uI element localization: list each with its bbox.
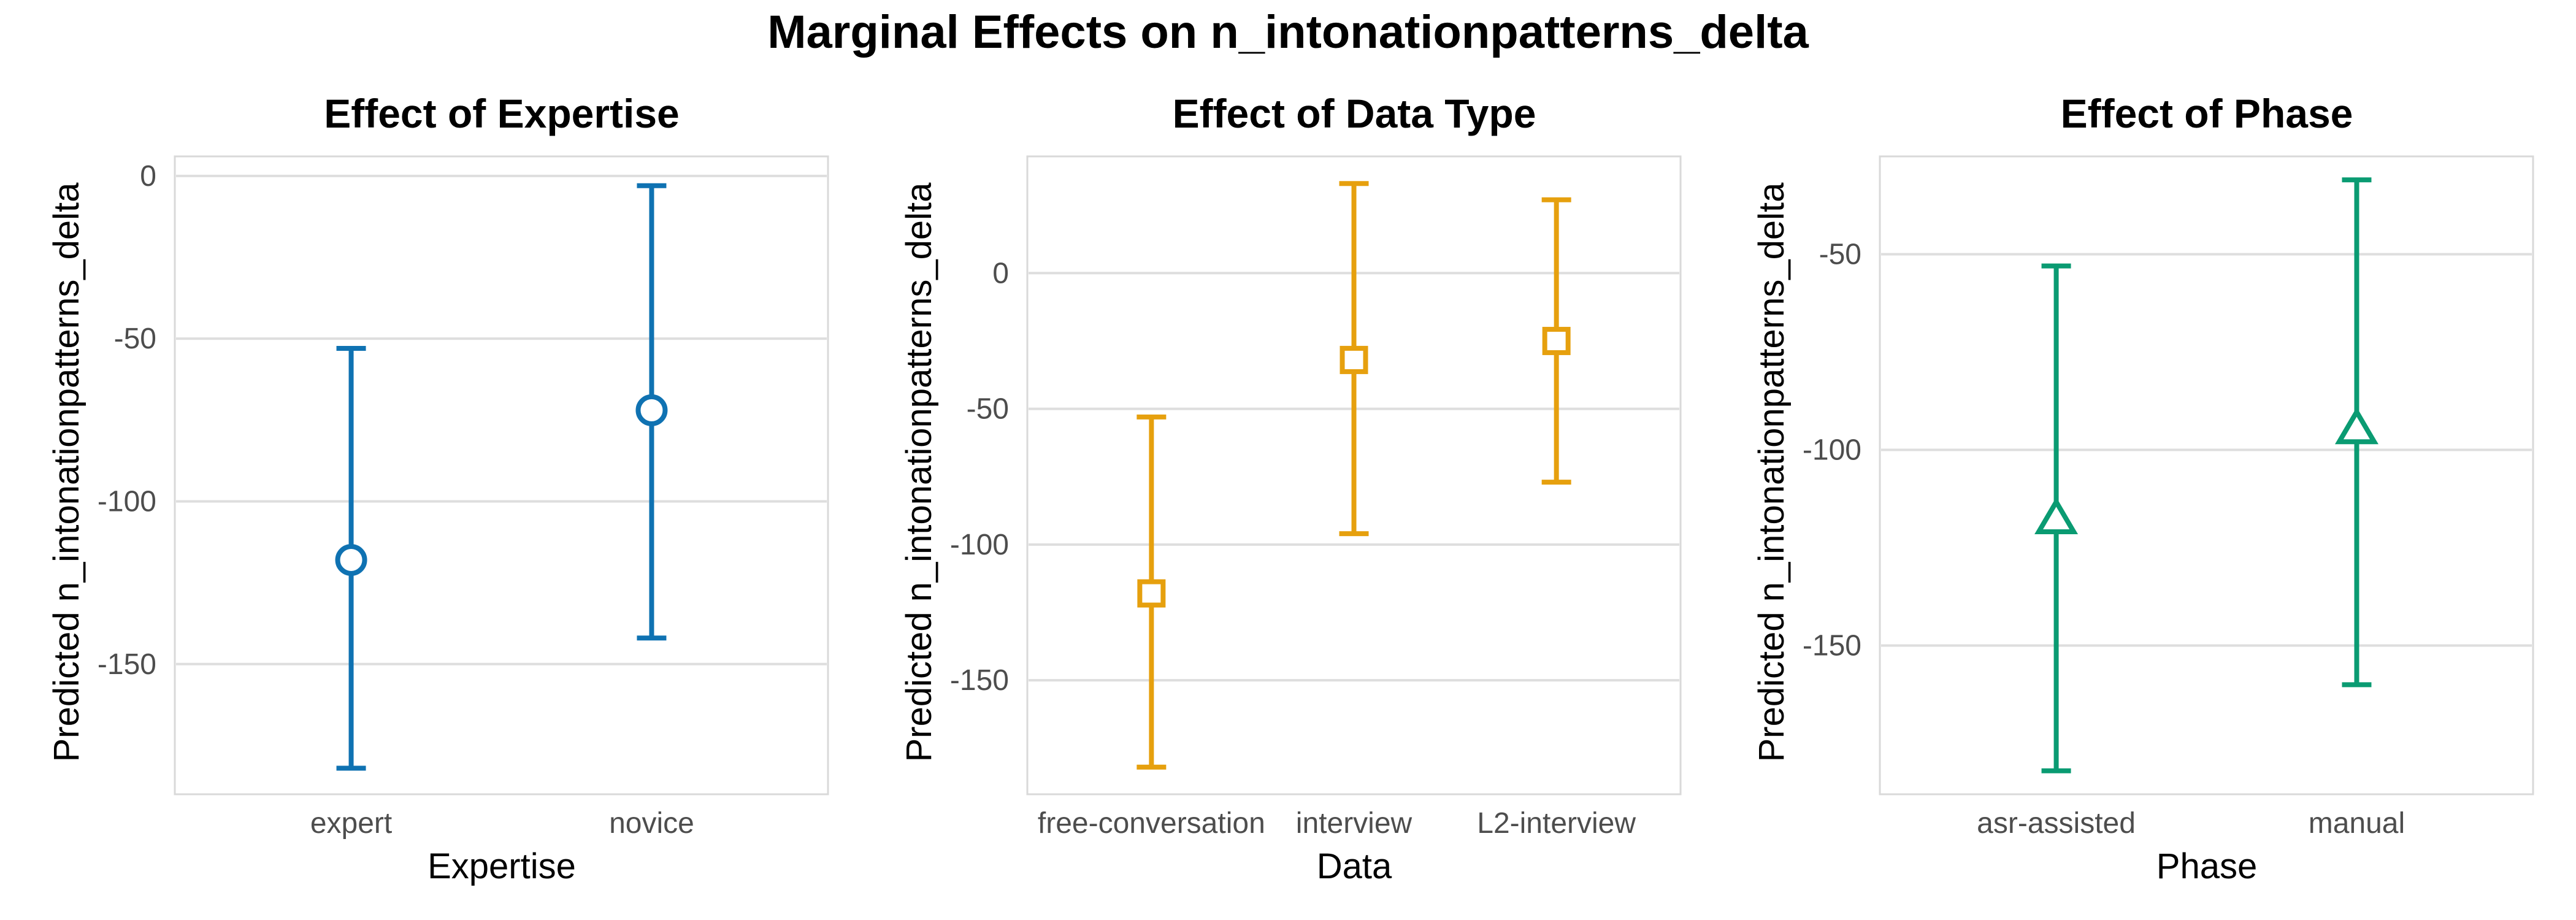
phase-x-tick-asr-assisted: asr-assisted: [1977, 807, 2136, 840]
expertise-x-tick-expert: expert: [310, 807, 392, 840]
phase-plot-frame: [1879, 155, 2534, 795]
figure-title: Marginal Effects on n_intonationpatterns…: [767, 6, 1809, 58]
phase-errorbar-manual: [2334, 177, 2379, 688]
phase-y-tick-label: -150: [1803, 630, 1861, 662]
expertise-x-axis-label: Expertise: [427, 846, 576, 886]
expertise-y-tick-label: -100: [98, 485, 156, 518]
expertise-y-tick-label: -50: [114, 323, 156, 355]
expertise-x-tick-novice: novice: [609, 807, 694, 840]
data-type-estimate-free-conversation: [1137, 579, 1166, 608]
phase-y-tick-label: -50: [1819, 239, 1861, 271]
expertise-estimate-novice: [635, 394, 668, 426]
phase-panel-title: Effect of Phase: [2061, 91, 2353, 136]
phase-y-axis-label: Predicted n_intonationpatterns_delta: [1752, 182, 1792, 762]
data-type-errorbar-interview: [1339, 181, 1369, 537]
data-type-errorbar-l2-interview: [1541, 197, 1571, 485]
data-type-x-tick-interview: interview: [1296, 807, 1413, 840]
expertise-panel: Effect of Expertise Expertise Predicted …: [47, 91, 829, 886]
data-type-y-axis-label: Predicted n_intonationpatterns_delta: [899, 182, 939, 762]
expertise-errorbar-expert: [335, 346, 367, 771]
data-type-errorbar-free-conversation: [1137, 414, 1167, 770]
phase-errorbar-asr-assisted: [2034, 263, 2079, 773]
data-type-x-tick-l2-interview: L2-interview: [1477, 807, 1636, 840]
phase-y-tick-label: -100: [1803, 434, 1861, 467]
expertise-errorbar-novice: [635, 183, 668, 641]
expertise-plot-frame: [174, 155, 829, 795]
expertise-y-tick-label: 0: [140, 160, 156, 193]
expertise-estimate-expert: [335, 543, 367, 576]
expertise-panel-title: Effect of Expertise: [324, 91, 680, 136]
expertise-y-axis-label: Predicted n_intonationpatterns_delta: [47, 182, 86, 762]
data-type-y-tick-label: -50: [967, 393, 1009, 426]
data-type-x-axis-label: Data: [1317, 846, 1392, 886]
expertise-y-tick-label: -150: [98, 648, 156, 681]
data-type-panel-title: Effect of Data Type: [1173, 91, 1536, 136]
phase-x-tick-manual: manual: [2309, 807, 2405, 840]
data-type-y-tick-label: -150: [950, 664, 1009, 697]
data-type-y-tick-label: 0: [992, 257, 1009, 289]
phase-estimate-asr-assisted: [2034, 497, 2079, 534]
data-type-y-tick-label: -100: [950, 529, 1009, 561]
data-type-estimate-l2-interview: [1542, 326, 1571, 355]
phase-x-axis-label: Phase: [2156, 846, 2257, 886]
data-type-panel: Effect of Data Type Data Predicted n_int…: [899, 91, 1682, 886]
phase-panel: Effect of Phase Phase Predicted n_intona…: [1752, 91, 2534, 886]
data-type-plot-frame: [1026, 155, 1682, 795]
phase-estimate-manual: [2334, 407, 2379, 445]
data-type-x-tick-free-conversation: free-conversation: [1038, 807, 1265, 840]
data-type-estimate-interview: [1340, 345, 1368, 374]
